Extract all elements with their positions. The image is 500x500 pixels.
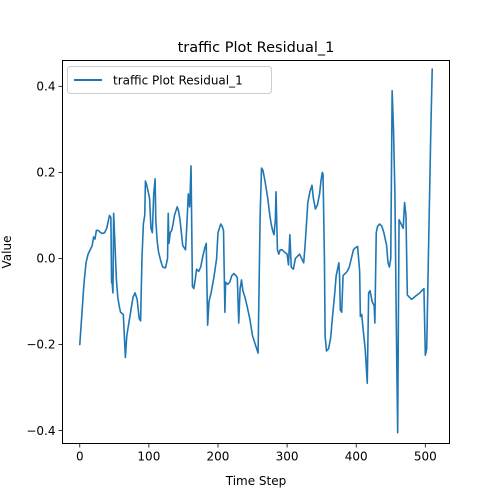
y-tick-label: −0.4 (26, 424, 55, 438)
y-tick-label: 0.2 (36, 166, 55, 180)
series-line-0 (78, 68, 434, 434)
y-axis-label: Value (0, 236, 14, 269)
y-tick-label: −0.2 (26, 338, 55, 352)
legend: traffic Plot Residual_1 (67, 66, 272, 94)
x-tick-label: 200 (207, 450, 230, 464)
x-axis-label: Time Step (225, 474, 287, 488)
y-tick-label: 0.0 (36, 252, 55, 266)
x-tick-label: 400 (345, 450, 368, 464)
y-tick-label: 0.4 (36, 80, 55, 94)
legend-box (67, 66, 272, 94)
plot-area (78, 68, 434, 434)
legend-label: traffic Plot Residual_1 (113, 74, 243, 88)
x-tick-label: 500 (414, 450, 437, 464)
axes-frame (62, 60, 450, 444)
x-axis: 0 100 200 300 400 500 (76, 443, 437, 464)
x-tick-label: 100 (137, 450, 160, 464)
x-tick-label: 300 (276, 450, 299, 464)
y-axis: −0.4 −0.2 0.0 0.2 0.4 (26, 80, 63, 438)
chart-title: traffic Plot Residual_1 (178, 40, 335, 56)
x-tick-label: 0 (76, 450, 84, 464)
